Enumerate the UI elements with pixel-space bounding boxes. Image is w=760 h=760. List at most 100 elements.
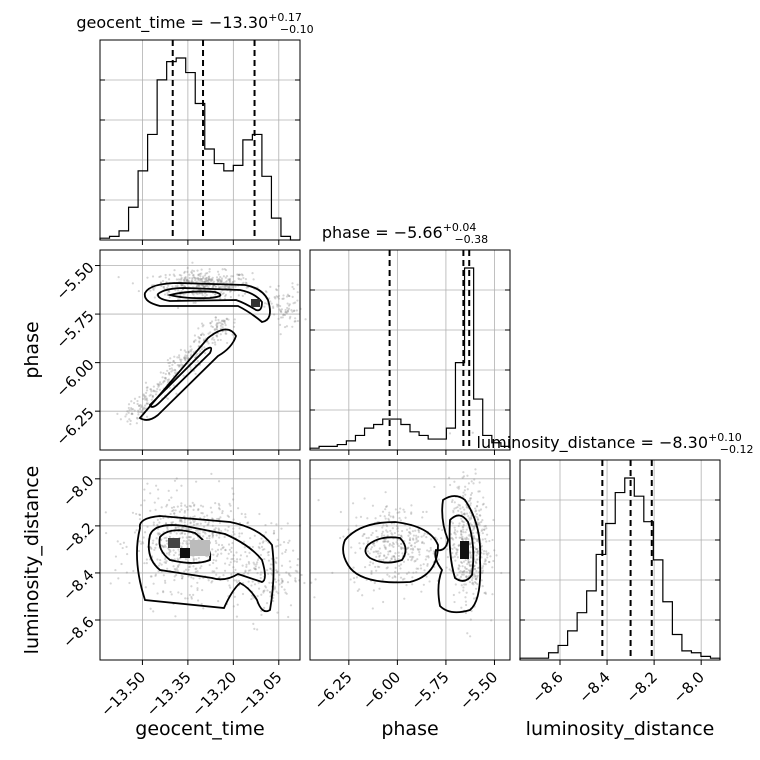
scatter-point (202, 324, 205, 327)
scatter-point (218, 536, 221, 539)
scatter-point (475, 578, 478, 581)
scatter-point (173, 578, 176, 582)
scatter-point (204, 351, 207, 355)
scatter-point (235, 579, 238, 582)
scatter-point (186, 270, 189, 273)
scatter-point (388, 511, 391, 514)
scatter-point (464, 600, 468, 603)
scatter-point (223, 569, 227, 572)
scatter-point (277, 304, 280, 307)
scatter-point (261, 541, 264, 544)
scatter-point (287, 615, 290, 619)
scatter-point (144, 395, 147, 398)
scatter-point (146, 525, 149, 528)
scatter-point (474, 548, 478, 551)
scatter-point (457, 503, 460, 506)
scatter-point (415, 538, 418, 541)
scatter-point (475, 505, 479, 508)
scatter-point (204, 532, 207, 535)
scatter-point (200, 277, 203, 281)
scatter-point (421, 510, 425, 514)
scatter-point (290, 309, 293, 312)
scatter-point (495, 554, 498, 557)
scatter-point (145, 402, 148, 405)
scatter-point (410, 544, 413, 547)
scatter-point (179, 532, 182, 535)
scatter-point (167, 378, 170, 381)
scatter-point (229, 290, 232, 293)
scatter-point (393, 556, 396, 559)
scatter-point (422, 542, 426, 545)
scatter-point (461, 526, 464, 529)
scatter-point (219, 275, 222, 279)
scatter-point (149, 388, 152, 391)
scatter-point (467, 569, 471, 572)
scatter-point (440, 537, 443, 540)
scatter-point (385, 556, 388, 559)
scatter-point (277, 297, 281, 300)
scatter-point (202, 333, 205, 336)
scatter-point (220, 548, 223, 551)
scatter-point (410, 511, 413, 514)
scatter-point (256, 572, 259, 575)
scatter-point (181, 526, 184, 529)
histogram-geocent_time (99, 57, 300, 241)
scatter-point (198, 577, 201, 580)
scatter-point (152, 287, 155, 290)
scatter-point (177, 558, 180, 561)
scatter-point (464, 538, 468, 541)
scatter-point (463, 583, 466, 586)
scatter-point (234, 568, 237, 571)
scatter-point (483, 560, 487, 563)
scatter-point (164, 521, 168, 525)
scatter-point (459, 507, 462, 510)
scatter-point (200, 284, 203, 287)
scatter-point (422, 534, 425, 537)
scatter-point (163, 579, 167, 582)
scatter-point (481, 538, 484, 541)
scatter-point (475, 548, 478, 551)
scatter-point (149, 607, 152, 610)
scatter-point (216, 270, 220, 273)
scatter-point (144, 586, 147, 589)
x-tick-label-phase: −6.00 (359, 668, 404, 713)
scatter-point (485, 506, 488, 509)
scatter-point (183, 521, 186, 524)
scatter-point (229, 509, 233, 513)
scatter-point (416, 558, 419, 561)
scatter-point (180, 577, 184, 580)
scatter-point (372, 542, 376, 545)
scatter-point (185, 540, 188, 543)
scatter-point (144, 381, 148, 384)
scatter-point (408, 537, 412, 540)
scatter-point (220, 277, 224, 280)
density-peak (460, 541, 469, 559)
scatter-point (398, 564, 401, 567)
scatter-point (194, 301, 197, 304)
scatter-point (194, 567, 197, 571)
scatter-point (152, 582, 155, 585)
scatter-point (178, 364, 181, 367)
scatter-point (240, 512, 243, 515)
scatter-point (382, 540, 385, 543)
scatter-point (286, 581, 290, 584)
scatter-point (236, 273, 239, 276)
axes-frame (99, 249, 301, 451)
scatter-point (223, 286, 226, 289)
scatter-point (388, 519, 391, 522)
scatter-point (462, 589, 465, 592)
scatter-point (229, 295, 232, 299)
scatter-point (187, 575, 190, 578)
scatter-point (203, 515, 206, 518)
scatter-point (210, 338, 214, 341)
scatter-point (172, 505, 176, 509)
scatter-point (189, 350, 193, 353)
scatter-point (135, 422, 138, 425)
scatter-point (214, 316, 217, 319)
scatter-point (244, 550, 247, 554)
scatter-point (188, 539, 191, 542)
scatter-point (484, 559, 487, 562)
scatter-point (119, 418, 122, 421)
scatter-point (383, 540, 386, 543)
scatter-point (264, 523, 267, 527)
